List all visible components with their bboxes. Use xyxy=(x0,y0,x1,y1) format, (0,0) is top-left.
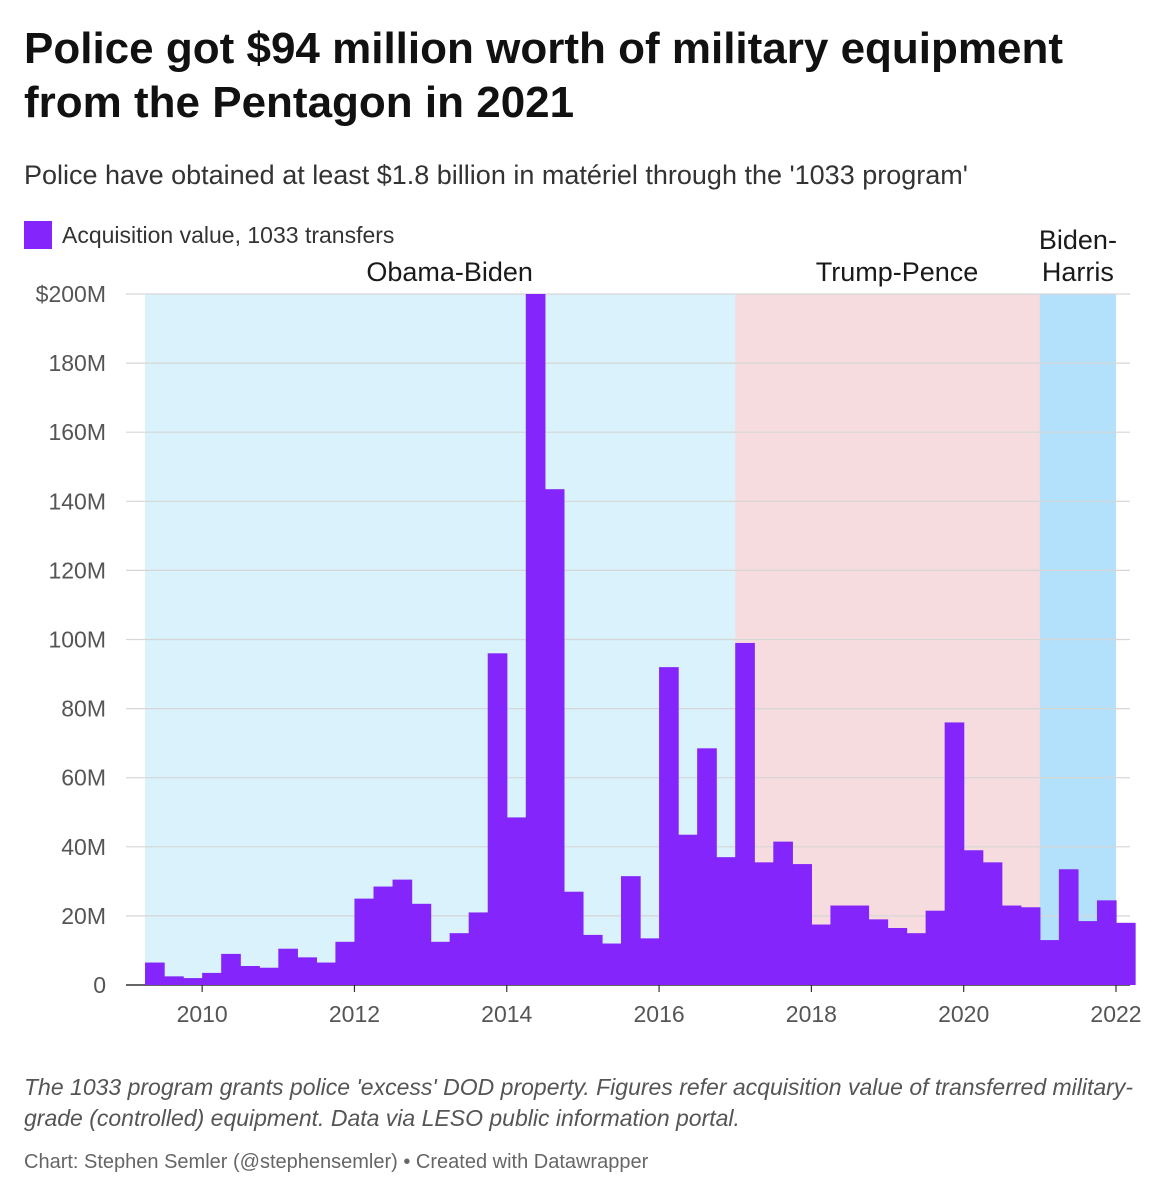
y-tick-label: 0 xyxy=(93,972,106,998)
y-axis: 0 20M 40M 60M 80M 100M 120M 140M 160M 180M $200M xyxy=(36,281,106,998)
bar xyxy=(335,941,356,985)
x-tick-label: 2016 xyxy=(633,1001,684,1027)
legend-label: Acquisition value, 1033 transfers xyxy=(62,221,395,248)
bar xyxy=(925,910,946,985)
y-tick-label: 40M xyxy=(61,834,106,860)
bar xyxy=(373,886,394,985)
legend-swatch xyxy=(24,221,52,249)
bar xyxy=(697,748,717,985)
y-tick-label: 140M xyxy=(48,488,106,514)
bar-chart: Obama-Biden Trump-Pence Biden-Harris 0 20M 4… xyxy=(36,225,1142,1027)
y-tick-label: 160M xyxy=(48,419,106,445)
legend: Acquisition value, 1033 transfers xyxy=(24,220,394,250)
y-tick-label: 60M xyxy=(61,765,106,791)
bar xyxy=(145,962,165,985)
bar xyxy=(1001,905,1022,985)
bar xyxy=(449,933,470,985)
bar xyxy=(1096,900,1117,985)
bar xyxy=(544,489,565,985)
bar xyxy=(1058,869,1079,985)
period-label: Obama-Biden xyxy=(366,257,533,287)
bar xyxy=(754,862,774,985)
bar xyxy=(868,919,889,985)
bar xyxy=(354,898,375,985)
bar xyxy=(906,933,927,985)
bar xyxy=(183,978,203,985)
bar xyxy=(240,965,260,985)
period-label: Trump-Pence xyxy=(816,257,979,287)
bar xyxy=(221,953,241,985)
bar xyxy=(164,976,184,985)
x-tick-label: 2010 xyxy=(177,1001,228,1027)
period-label: Harris xyxy=(1042,257,1114,287)
period-label: Biden- xyxy=(1039,225,1117,255)
bar xyxy=(468,912,489,985)
bar xyxy=(1116,922,1136,985)
bar xyxy=(1020,907,1041,985)
bar xyxy=(811,924,832,985)
bar xyxy=(202,972,222,985)
bar xyxy=(792,864,812,985)
bar xyxy=(678,834,698,985)
bar xyxy=(849,905,870,985)
x-tick-label: 2014 xyxy=(481,1001,532,1027)
bar xyxy=(963,850,984,985)
y-tick-label: 180M xyxy=(48,350,106,376)
x-tick-label: 2022 xyxy=(1090,1001,1141,1027)
x-axis: 2010 2012 2014 2016 2018 2020 2022 xyxy=(177,985,1142,1027)
bar xyxy=(582,934,603,985)
y-tick-label: $200M xyxy=(36,281,106,307)
chart-note: The 1033 program grants police 'excess' … xyxy=(24,1074,1133,1131)
chart-subtitle: Police have obtained at least $1.8 billi… xyxy=(24,160,968,190)
bar xyxy=(944,722,965,985)
bar xyxy=(716,857,736,985)
bar xyxy=(735,642,755,985)
bar xyxy=(411,903,432,985)
bar xyxy=(640,938,660,985)
bar xyxy=(887,927,908,985)
bar xyxy=(392,879,413,985)
bar xyxy=(506,817,527,985)
bar xyxy=(430,941,451,985)
bar xyxy=(982,862,1003,985)
y-tick-label: 20M xyxy=(61,903,106,929)
bar xyxy=(487,653,508,985)
bar xyxy=(773,841,793,985)
bar xyxy=(830,905,851,985)
period-labels: Obama-Biden Trump-Pence Biden-Harris xyxy=(366,225,1117,287)
bar xyxy=(563,891,584,985)
bar xyxy=(316,962,337,985)
x-tick-label: 2012 xyxy=(329,1001,380,1027)
bar xyxy=(297,957,317,985)
y-tick-label: 100M xyxy=(48,627,106,653)
bar xyxy=(259,967,279,985)
bar xyxy=(601,943,622,985)
bars xyxy=(145,294,1136,985)
bar xyxy=(1039,940,1060,985)
chart-title: Police got $94 million worth of military… xyxy=(24,24,1064,127)
y-tick-label: 80M xyxy=(61,696,106,722)
bar xyxy=(1077,921,1098,985)
x-tick-label: 2020 xyxy=(938,1001,989,1027)
chart-credit: Chart: Stephen Semler (@stephensemler) •… xyxy=(24,1151,649,1173)
bar xyxy=(525,294,546,985)
bar xyxy=(659,667,679,985)
bar xyxy=(621,876,641,985)
x-tick-label: 2018 xyxy=(786,1001,837,1027)
y-tick-label: 120M xyxy=(48,557,106,583)
bar xyxy=(278,948,298,985)
